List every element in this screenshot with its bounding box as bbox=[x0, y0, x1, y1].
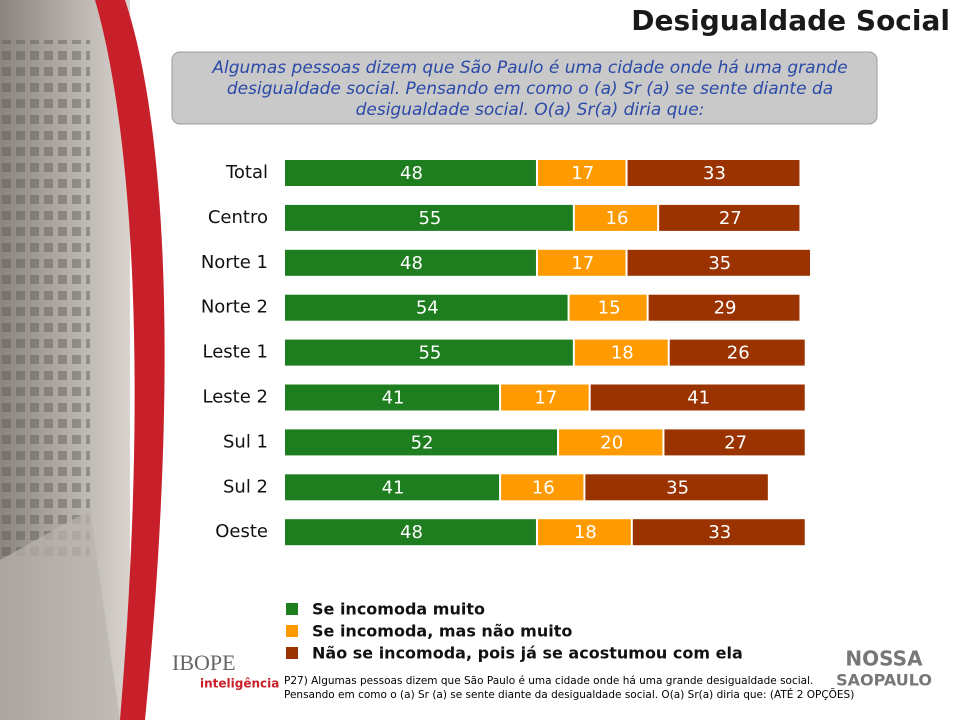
bar-segment bbox=[285, 160, 536, 186]
data-label: 48 bbox=[400, 253, 423, 274]
data-label: 55 bbox=[418, 343, 441, 364]
slide-title: Desigualdade Social bbox=[631, 4, 950, 37]
data-label: 52 bbox=[411, 432, 434, 453]
question-box bbox=[171, 51, 878, 125]
bar-segment bbox=[632, 519, 805, 546]
bar-segment bbox=[501, 474, 584, 501]
bar-segment bbox=[627, 160, 800, 186]
logo-text: inteligência bbox=[200, 677, 279, 691]
data-label: 29 bbox=[714, 298, 737, 319]
logo-text: NOSSA bbox=[845, 647, 923, 671]
data-label: 27 bbox=[719, 208, 742, 229]
question: Algumas pessoas dizem que São Paulo é um… bbox=[212, 58, 848, 120]
data-label: 41 bbox=[382, 477, 405, 498]
category-label: Centro bbox=[208, 207, 268, 228]
bar-segment bbox=[659, 204, 800, 231]
category-label: Leste 2 bbox=[203, 387, 268, 408]
data-label: 33 bbox=[708, 522, 731, 543]
bar-segment bbox=[285, 249, 536, 276]
category-label: Norte 1 bbox=[201, 252, 268, 273]
footnote: P27) Algumas pessoas dizem que São Paulo… bbox=[284, 675, 855, 701]
bar-segment bbox=[627, 249, 810, 276]
bar-segment bbox=[537, 160, 626, 186]
bar-segment bbox=[285, 429, 558, 456]
data-label: 41 bbox=[687, 388, 710, 409]
bar-segment bbox=[585, 474, 768, 501]
bar-segment bbox=[569, 294, 647, 321]
bar-segment bbox=[285, 519, 536, 546]
data-label: 16 bbox=[606, 208, 629, 229]
bar-segment bbox=[559, 429, 663, 456]
data-label: 35 bbox=[666, 477, 689, 498]
legend-swatch bbox=[286, 647, 298, 659]
bar-segment bbox=[537, 249, 626, 276]
data-label: 18 bbox=[611, 343, 634, 364]
data-label: 54 bbox=[416, 298, 439, 319]
bar-segment bbox=[285, 294, 568, 321]
data-label: 20 bbox=[600, 432, 623, 453]
data-label: 18 bbox=[574, 522, 597, 543]
bar-segment bbox=[590, 384, 805, 411]
legend-label: Não se incomoda, pois já se acostumou co… bbox=[312, 644, 743, 663]
bar-segment bbox=[501, 384, 589, 411]
bar-segment bbox=[669, 339, 805, 366]
data-label: 41 bbox=[382, 388, 405, 409]
bar-segment bbox=[648, 294, 800, 321]
data-label: 35 bbox=[708, 253, 731, 274]
legend-swatch bbox=[286, 603, 298, 615]
data-label: 55 bbox=[418, 208, 441, 229]
data-label: 17 bbox=[571, 253, 594, 274]
bar-segment bbox=[285, 384, 500, 411]
category-label: Total bbox=[225, 162, 268, 183]
legend-label: Se incomoda, mas não muito bbox=[312, 622, 572, 641]
logo-text: IBOPE bbox=[172, 650, 236, 675]
category-label: Oeste bbox=[215, 521, 268, 542]
bar-segment bbox=[285, 204, 573, 231]
category-label: Sul 1 bbox=[223, 431, 268, 452]
bar-segment bbox=[537, 519, 631, 546]
bar-segment bbox=[664, 429, 805, 456]
data-label: 17 bbox=[534, 388, 557, 409]
data-label: 48 bbox=[400, 163, 423, 184]
data-label: 17 bbox=[571, 163, 594, 184]
data-label: 27 bbox=[724, 432, 747, 453]
data-label: 33 bbox=[703, 163, 726, 184]
bar-segment bbox=[574, 339, 668, 366]
bar-segment bbox=[285, 339, 573, 366]
category-label: Sul 2 bbox=[223, 476, 268, 497]
category-label: Leste 1 bbox=[203, 342, 268, 363]
category-label: Norte 2 bbox=[201, 297, 268, 318]
photo-decoration bbox=[0, 0, 165, 720]
legend-label: Se incomoda muito bbox=[312, 600, 485, 619]
data-label: 26 bbox=[727, 343, 750, 364]
logo-text: SAOPAULO bbox=[836, 671, 932, 690]
data-label: 48 bbox=[400, 522, 423, 543]
data-label: 15 bbox=[598, 298, 621, 319]
bar-segment bbox=[574, 204, 658, 231]
data-label: 16 bbox=[532, 477, 555, 498]
legend-swatch bbox=[286, 625, 298, 637]
bar-segment bbox=[285, 474, 500, 501]
